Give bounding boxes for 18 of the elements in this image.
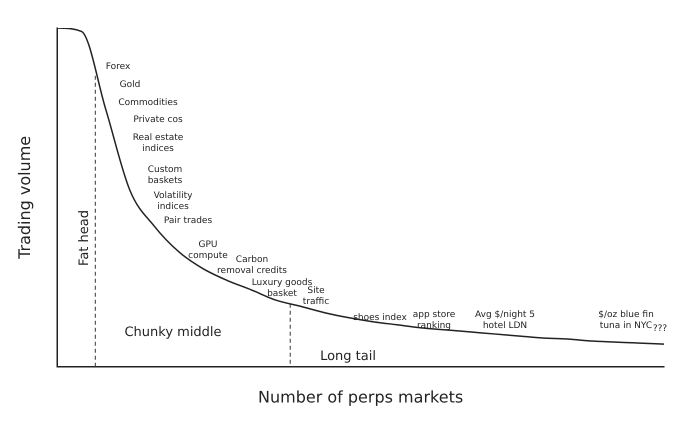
annotation: Custom baskets [148, 164, 183, 186]
annotation: Long tail [320, 348, 376, 364]
annotation: Private cos [133, 114, 183, 125]
annotation: Site traffic [302, 286, 330, 307]
x-axis-title: Number of perps markets [258, 388, 464, 407]
annotation: Commodities [118, 98, 178, 108]
annotation: Real estate indices [132, 132, 184, 154]
y-axis-title: Trading volume [14, 136, 34, 260]
annotation: Forex [106, 62, 131, 72]
annotation: ??? [652, 324, 668, 334]
annotation: Chunky middle [124, 324, 222, 340]
annotation: Volatility indices [154, 190, 194, 212]
annotation: Avg $/night 5 hotel LDN [474, 310, 536, 331]
annotation: $/oz blue fin tuna in NYC [598, 310, 654, 331]
annotation: Gold [120, 80, 140, 90]
annotation: GPU compute [188, 240, 228, 261]
annotation: Pair trades [164, 216, 212, 226]
annotation: Fat head [76, 210, 92, 266]
